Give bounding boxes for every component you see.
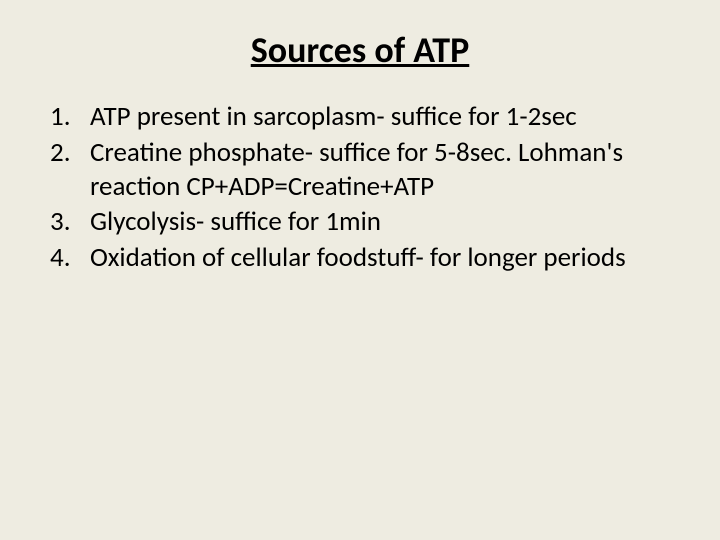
list-item: ATP present in sarcoplasm- suffice for 1… bbox=[46, 100, 692, 134]
list-item-text: Glycolysis- suffice for 1min bbox=[90, 205, 381, 238]
list-item-text: Creatine phosphate- suffice for 5-8sec. … bbox=[90, 136, 623, 203]
content-list: ATP present in sarcoplasm- suffice for 1… bbox=[28, 100, 692, 275]
list-item-text: ATP present in sarcoplasm- suffice for 1… bbox=[90, 100, 577, 133]
list-item: Oxidation of cellular foodstuff- for lon… bbox=[46, 241, 692, 275]
slide-title: Sources of ATP bbox=[28, 28, 692, 72]
list-item-text: Oxidation of cellular foodstuff- for lon… bbox=[90, 241, 626, 274]
list-item: Glycolysis- suffice for 1min bbox=[46, 205, 692, 239]
slide-container: Sources of ATP ATP present in sarcoplasm… bbox=[0, 0, 720, 540]
list-item: Creatine phosphate- suffice for 5-8sec. … bbox=[46, 136, 692, 204]
